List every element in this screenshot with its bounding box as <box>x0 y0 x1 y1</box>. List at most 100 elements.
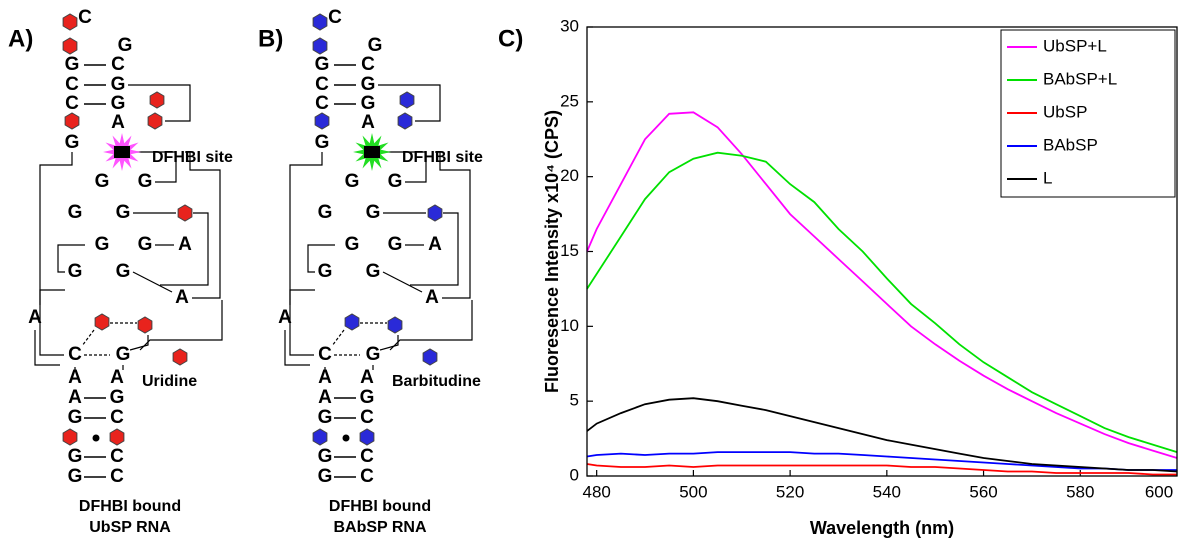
legend-label: BAbSP <box>1043 135 1098 154</box>
nucleotide: G <box>111 74 126 95</box>
legend-label: UbSP <box>1043 102 1087 121</box>
backbone <box>34 330 60 366</box>
series-line <box>586 397 1178 473</box>
backbone <box>289 152 323 356</box>
y-tick-label: 10 <box>560 316 579 335</box>
nucleotide: C <box>111 54 125 75</box>
nucleotide: A <box>428 234 442 255</box>
plot-frame <box>586 26 1178 477</box>
nucleotide: G <box>118 35 133 56</box>
nucleotide: C <box>65 74 79 95</box>
nucleotide: A <box>111 112 125 133</box>
dfhbi <box>114 146 130 158</box>
caption: UbSP RNA <box>89 519 171 536</box>
backbone <box>435 151 471 299</box>
nucleotide: C <box>318 344 332 365</box>
backbone <box>284 330 310 366</box>
modified-base <box>344 313 360 331</box>
nucleotide: G <box>138 234 153 255</box>
nucleotide: G <box>315 54 330 75</box>
nucleotide: G <box>116 261 131 282</box>
backbone <box>135 151 177 183</box>
backbone <box>185 151 221 299</box>
backbone <box>132 271 173 293</box>
backbone <box>382 271 423 293</box>
x-tick-label: 580 <box>1066 482 1094 501</box>
modified-base <box>177 204 193 222</box>
nucleotide: G <box>318 466 333 487</box>
backbone <box>139 300 223 351</box>
nucleotide: C <box>361 54 375 75</box>
y-tick-label: 15 <box>560 241 579 260</box>
nucleotide: G <box>116 202 131 223</box>
modified-base <box>147 112 163 130</box>
nucleotide: C <box>78 7 92 28</box>
nucleotide: G <box>318 261 333 282</box>
modification-label: Barbitudine <box>392 373 481 390</box>
nucleotide: G <box>318 202 333 223</box>
site-label: DFHBI site <box>152 149 233 166</box>
nucleotide: A <box>110 367 124 388</box>
nucleotide: C <box>315 93 329 114</box>
modified-base <box>312 37 328 55</box>
nucleotide: G <box>65 54 80 75</box>
backbone <box>289 289 315 305</box>
nucleotide: A <box>28 307 42 328</box>
series-line <box>586 151 1178 453</box>
backbone <box>378 84 441 122</box>
nucleotide: G <box>68 446 83 467</box>
modified-base <box>359 428 375 446</box>
wobble-dot <box>92 434 100 442</box>
caption: DFHBI bound <box>329 498 431 515</box>
nucleotide: G <box>388 171 403 192</box>
nucleotide: G <box>68 261 83 282</box>
base-pair <box>81 329 95 347</box>
base-pair <box>331 329 345 347</box>
nucleotide: G <box>368 35 383 56</box>
legend-hexagon <box>422 348 438 366</box>
dfhbi <box>364 146 380 158</box>
backbone <box>385 151 427 183</box>
y-tick-label: 25 <box>560 91 579 110</box>
nucleotide: A <box>178 234 192 255</box>
x-tick-label: 540 <box>873 482 901 501</box>
nucleotide: C <box>328 7 342 28</box>
x-tick-label: 520 <box>776 482 804 501</box>
nucleotide: G <box>360 387 375 408</box>
nucleotide: C <box>68 344 82 365</box>
nucleotide: C <box>360 446 374 467</box>
backbone <box>160 212 209 286</box>
y-tick-label: 0 <box>570 465 579 484</box>
modified-base <box>427 204 443 222</box>
nucleotide: G <box>111 93 126 114</box>
nucleotide: A <box>425 287 439 308</box>
nucleotide: G <box>345 171 360 192</box>
modified-base <box>64 112 80 130</box>
y-tick-label: 30 <box>560 16 579 35</box>
backbone <box>307 244 335 273</box>
modified-base <box>62 37 78 55</box>
nucleotide: G <box>315 132 330 153</box>
backbone <box>379 335 399 351</box>
nucleotide: G <box>366 202 381 223</box>
nucleotide: G <box>318 407 333 428</box>
modified-base <box>109 428 125 446</box>
nucleotide: A <box>360 367 374 388</box>
nucleotide: G <box>318 446 333 467</box>
nucleotide: C <box>315 74 329 95</box>
nucleotide: G <box>68 407 83 428</box>
nucleotide: G <box>65 132 80 153</box>
backbone <box>57 244 85 273</box>
backbone <box>389 300 473 351</box>
x-tick-label: 500 <box>679 482 707 501</box>
nucleotide: C <box>110 407 124 428</box>
nucleotide: C <box>110 446 124 467</box>
nucleotide: G <box>361 74 376 95</box>
nucleotide: C <box>65 93 79 114</box>
backbone <box>39 289 65 305</box>
nucleotide: G <box>388 234 403 255</box>
legend-label: BAbSP+L <box>1043 69 1117 88</box>
nucleotide: G <box>366 261 381 282</box>
nucleotide: G <box>138 171 153 192</box>
